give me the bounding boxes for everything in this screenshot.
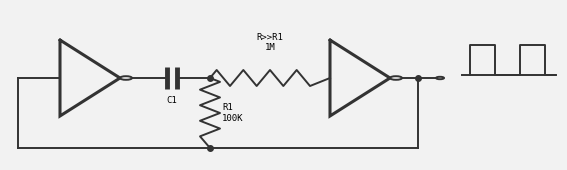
Circle shape <box>390 76 402 80</box>
Circle shape <box>120 76 132 80</box>
Text: R>>R1
1M: R>>R1 1M <box>256 33 284 52</box>
Text: C1: C1 <box>167 96 177 105</box>
Circle shape <box>436 77 444 79</box>
Text: R1
100K: R1 100K <box>222 103 243 123</box>
